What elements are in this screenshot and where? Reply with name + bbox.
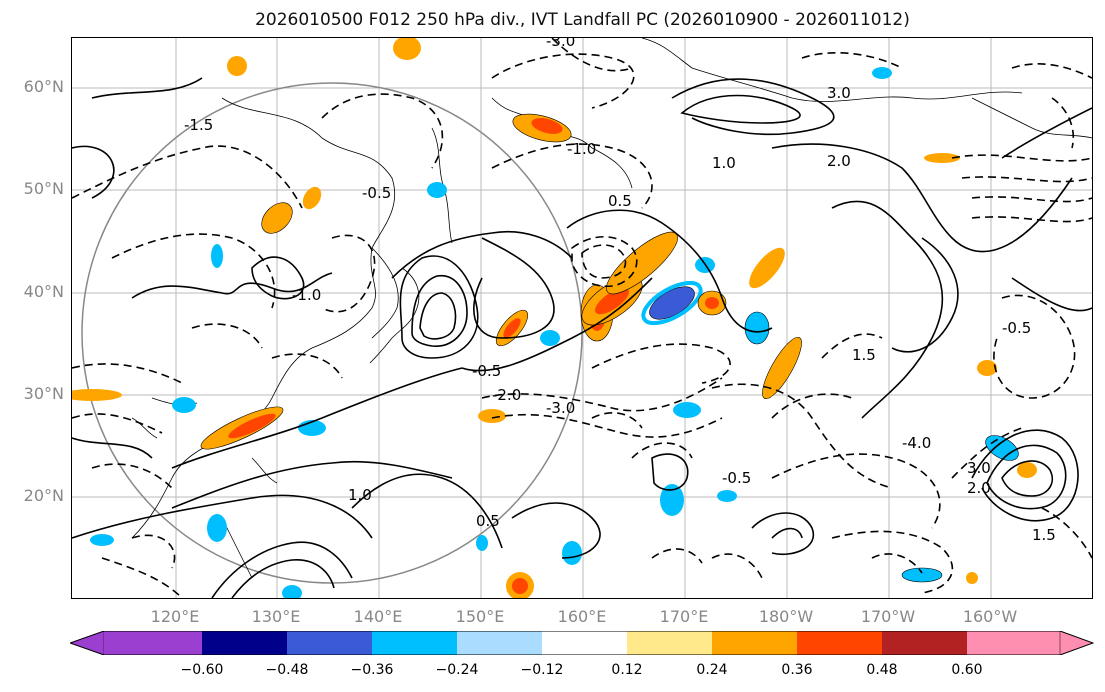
lat-label-30N: 30°N [23,384,64,403]
contour-label: 1.5 [1032,526,1056,544]
map-canvas: -3.0 -1.0 -1.5 -0.5 0.5 1.0 1.5 2.0 3.0 … [72,38,1092,598]
colorbar-cell [627,631,712,655]
coastlines [131,38,1092,579]
dashed-contours [72,38,1092,598]
colorbar-cell [882,631,967,655]
lat-label-50N: 50°N [23,179,64,198]
lon-label-130E: 130°E [251,607,301,626]
colorbar-tick: −0.60 [180,662,224,678]
lon-label-150E: 150°E [455,607,505,626]
contour-label: 0.5 [476,512,500,530]
lon-label-120E: 120°E [150,607,200,626]
map-plot-area: -3.0 -1.0 -1.5 -0.5 0.5 1.0 1.5 2.0 3.0 … [71,37,1093,599]
colorbar-cell [70,631,105,655]
contour-label: -3.0 [546,38,575,50]
colorbar-tick: 0.36 [781,662,813,678]
contour-label: -3.0 [546,399,575,417]
contour-label: -1.5 [184,116,213,134]
colorbar-tick: 0.60 [951,662,983,678]
graticule [72,38,1092,598]
colorbar-cell [797,631,882,655]
colorbar-cell [967,631,1060,655]
colorbar-cell [457,631,542,655]
colorbar-tick: 0.48 [866,662,898,678]
contour-label: -0.5 [722,469,751,487]
contour-label: -0.5 [1002,319,1031,337]
colorbar-cell [712,631,797,655]
contour-label: 0.5 [608,192,632,210]
contour-label: 2.0 [967,479,991,497]
map-title: 2026010500 F012 250 hPa div., IVT Landfa… [255,10,910,30]
colorbar-cell [202,631,287,655]
colorbar-tick: −0.48 [265,662,309,678]
colorbar-cell [104,631,202,655]
colorbar-tick: 0.24 [696,662,728,678]
lon-label-160E: 160°E [557,607,607,626]
contour-label: -4.0 [902,434,931,452]
colorbar-tick: −0.36 [350,662,394,678]
colorbar-tick: 0.12 [611,662,643,678]
contour-label: -1.0 [567,140,596,158]
colorbar [70,631,1094,655]
contour-label: 1.5 [852,346,876,364]
contour-label: -0.5 [362,184,391,202]
lat-label-40N: 40°N [23,282,64,301]
colorbar-cell [372,631,457,655]
contour-label: -0.5 [472,362,501,380]
contour-label: 1.0 [712,154,736,172]
lon-label-170W: 170°W [860,607,916,626]
lon-label-160W: 160°W [962,607,1018,626]
colorbar-tick: −0.12 [520,662,564,678]
lon-label-170E: 170°E [659,607,709,626]
lat-label-60N: 60°N [23,77,64,96]
colorbar-cell [1059,631,1094,655]
contour-label: 1.0 [348,486,372,504]
lon-label-140E: 140°E [353,607,403,626]
colorbar-cell [287,631,372,655]
divergence-shading [72,38,1037,598]
colorbar-tick: −0.24 [435,662,479,678]
solid-contours [72,77,1092,598]
contour-label: -1.0 [292,286,321,304]
contour-label: -2.0 [492,386,521,404]
colorbar-cell [542,631,627,655]
contour-labels: -3.0 -1.0 -1.5 -0.5 0.5 1.0 1.5 2.0 3.0 … [184,38,1056,544]
lat-label-20N: 20°N [23,486,64,505]
lon-label-180W: 180°W [758,607,814,626]
contour-label: 3.0 [827,84,851,102]
contour-label: 3.0 [967,459,991,477]
contour-label: 2.0 [827,152,851,170]
